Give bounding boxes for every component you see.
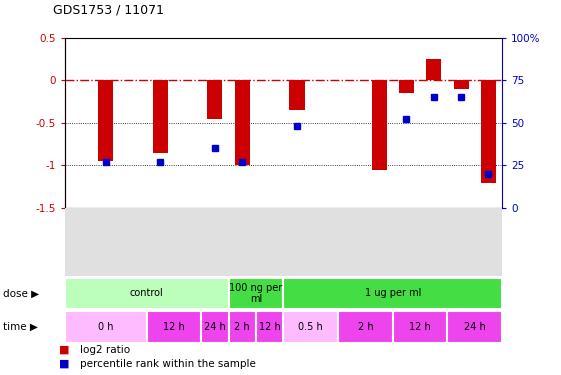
Bar xyxy=(153,80,168,153)
Text: ■: ■ xyxy=(59,359,70,369)
Bar xyxy=(229,278,283,309)
Text: 12 h: 12 h xyxy=(259,322,280,332)
Text: GDS1753 / 11071: GDS1753 / 11071 xyxy=(53,4,164,17)
Bar xyxy=(481,80,496,183)
Bar xyxy=(65,311,146,343)
Bar xyxy=(289,80,305,110)
Text: 100 ng per
ml: 100 ng per ml xyxy=(229,283,283,304)
Bar xyxy=(448,311,502,343)
Bar xyxy=(426,59,442,80)
Text: log2 ratio: log2 ratio xyxy=(80,345,130,355)
Text: 2 h: 2 h xyxy=(357,322,373,332)
Bar xyxy=(65,278,229,309)
Text: 12 h: 12 h xyxy=(163,322,185,332)
Text: 0 h: 0 h xyxy=(98,322,113,332)
Bar xyxy=(399,80,414,93)
Text: 12 h: 12 h xyxy=(409,322,431,332)
Bar xyxy=(283,311,338,343)
Bar xyxy=(338,311,393,343)
Text: 0.5 h: 0.5 h xyxy=(298,322,323,332)
Text: ■: ■ xyxy=(59,345,70,355)
Text: 2 h: 2 h xyxy=(234,322,250,332)
Text: 24 h: 24 h xyxy=(204,322,226,332)
Bar xyxy=(453,80,468,89)
Bar xyxy=(208,80,223,118)
Text: dose ▶: dose ▶ xyxy=(3,288,39,298)
Bar xyxy=(393,311,447,343)
Text: 1 ug per ml: 1 ug per ml xyxy=(365,288,421,298)
Bar xyxy=(201,311,229,343)
Text: 24 h: 24 h xyxy=(464,322,486,332)
Text: control: control xyxy=(130,288,163,298)
Bar xyxy=(283,278,502,309)
Text: time ▶: time ▶ xyxy=(3,322,38,332)
Bar xyxy=(229,311,256,343)
Text: percentile rank within the sample: percentile rank within the sample xyxy=(80,359,256,369)
Bar xyxy=(98,80,113,161)
Bar xyxy=(256,311,283,343)
Bar xyxy=(371,80,387,170)
Bar xyxy=(234,80,250,165)
Bar xyxy=(146,311,201,343)
